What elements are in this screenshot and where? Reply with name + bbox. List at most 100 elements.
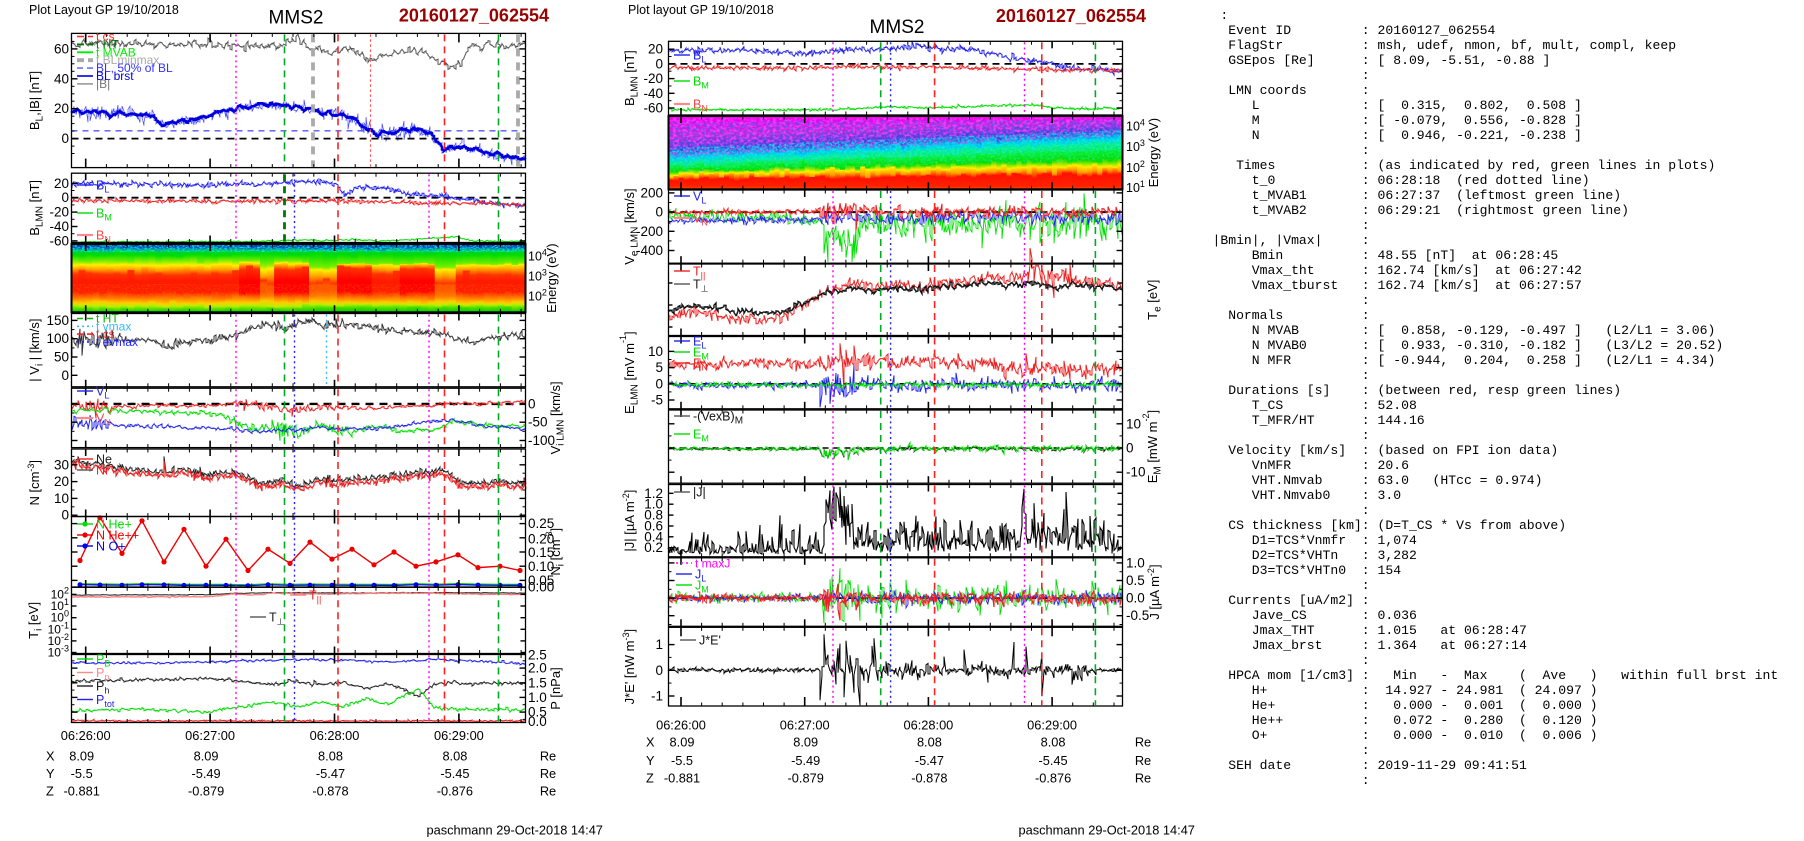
svg-text:20: 20 <box>648 42 663 57</box>
svg-text:Y: Y <box>46 766 55 781</box>
svg-text:20: 20 <box>54 474 69 489</box>
svg-text:-50: -50 <box>528 415 548 430</box>
svg-text:-5: -5 <box>651 393 663 408</box>
svg-text:0: 0 <box>61 508 69 523</box>
svg-text:N O+: N O+ <box>96 540 126 554</box>
svg-text:0.8: 0.8 <box>644 508 663 523</box>
svg-text:BL,|B| [nT]: BL,|B| [nT] <box>27 71 46 130</box>
svg-text:-0.878: -0.878 <box>312 783 348 798</box>
svg-text:1.0: 1.0 <box>1126 555 1145 570</box>
svg-text:0.0: 0.0 <box>528 714 547 729</box>
svg-text:Re: Re <box>540 766 556 781</box>
svg-text:10: 10 <box>648 344 663 359</box>
svg-text:Energy (eV): Energy (eV) <box>544 243 559 312</box>
svg-text:104: 104 <box>1126 118 1145 134</box>
svg-text:BLMN [nT]: BLMN [nT] <box>27 180 46 236</box>
svg-text:06:26:00: 06:26:00 <box>656 718 706 733</box>
svg-text:0.5: 0.5 <box>1126 573 1145 588</box>
svg-text:Re: Re <box>540 783 556 798</box>
svg-text:-0.878: -0.878 <box>911 771 947 786</box>
svg-text:-60: -60 <box>49 233 69 248</box>
svg-text:0.05: 0.05 <box>528 573 554 588</box>
svg-text:103: 103 <box>1126 138 1145 154</box>
svg-text:BM: BM <box>693 75 709 91</box>
svg-text:06:27:00: 06:27:00 <box>780 718 830 733</box>
svg-text:0: 0 <box>655 205 663 220</box>
svg-text:t cs: t cs <box>96 30 115 44</box>
svg-text:Y: Y <box>646 753 655 768</box>
svg-text:0: 0 <box>61 368 69 383</box>
svg-text:N He++: N He++ <box>96 529 139 543</box>
svg-text:X: X <box>46 749 55 764</box>
svg-text:|J|: |J| <box>693 486 706 500</box>
svg-text:-400: -400 <box>636 243 663 258</box>
svg-text:t HT: t HT <box>96 312 119 326</box>
svg-text:8.08: 8.08 <box>442 749 467 764</box>
svg-text:2.5: 2.5 <box>528 648 547 663</box>
svg-text:100: 100 <box>46 331 69 346</box>
svg-text:-1: -1 <box>651 689 663 704</box>
svg-text:Ni [cm-3]: Ni [cm-3] <box>544 528 567 576</box>
svg-text:0: 0 <box>655 663 663 678</box>
svg-text:30: 30 <box>54 457 69 472</box>
svg-text:MMS2: MMS2 <box>269 8 324 29</box>
svg-text:-0.879: -0.879 <box>788 771 824 786</box>
svg-text:-(VexB)M: -(VexB)M <box>693 410 743 427</box>
svg-text:8.09: 8.09 <box>69 749 94 764</box>
svg-text:50: 50 <box>54 350 69 365</box>
svg-text:20160127_062554: 20160127_062554 <box>996 6 1146 26</box>
svg-text:t evmax: t evmax <box>96 335 138 349</box>
svg-text:N [cm-3]: N [cm-3] <box>26 460 42 506</box>
svg-text:150: 150 <box>46 313 69 328</box>
svg-text:ELMN [mV m-1]: ELMN [mV m-1] <box>618 331 641 414</box>
svg-text:200: 200 <box>640 185 663 200</box>
svg-text:8.08: 8.08 <box>318 749 343 764</box>
svg-text:t cs: t cs <box>96 327 115 341</box>
svg-text:8.08: 8.08 <box>917 735 942 750</box>
svg-text:0: 0 <box>655 376 663 391</box>
svg-text:Re: Re <box>540 749 556 764</box>
svg-text:Re: Re <box>1135 753 1151 768</box>
svg-text:8.09: 8.09 <box>194 749 219 764</box>
svg-text:EM: EM <box>693 428 709 444</box>
svg-text:Te [eV]: Te [eV] <box>1145 280 1164 320</box>
svg-text:Plot Layout GP 19/10/2018: Plot Layout GP 19/10/2018 <box>29 3 179 17</box>
svg-text:-0.881: -0.881 <box>64 783 100 798</box>
svg-text:t BLminmax: t BLminmax <box>96 53 159 67</box>
svg-text:0: 0 <box>61 190 69 205</box>
svg-text:0.4: 0.4 <box>644 529 663 544</box>
svg-text:0: 0 <box>528 396 536 411</box>
svg-text:1: 1 <box>655 637 663 652</box>
svg-text:-5.5: -5.5 <box>71 766 93 781</box>
svg-text:10: 10 <box>54 491 69 506</box>
svg-text:0.25: 0.25 <box>528 516 554 531</box>
svg-text:t maxJ: t maxJ <box>695 557 730 571</box>
svg-text:Re: Re <box>1135 735 1151 750</box>
svg-text:06:29:00: 06:29:00 <box>1027 718 1077 733</box>
svg-text:-5.49: -5.49 <box>192 766 221 781</box>
svg-text:BL: BL <box>693 49 706 65</box>
svg-text:8.09: 8.09 <box>793 735 818 750</box>
svg-text:0: 0 <box>61 131 69 146</box>
svg-text:40: 40 <box>54 71 69 86</box>
svg-text:-5.45: -5.45 <box>1039 753 1068 768</box>
svg-text:60: 60 <box>54 41 69 56</box>
svg-text:-0.5: -0.5 <box>1126 608 1149 623</box>
svg-text:N He+: N He+ <box>96 518 132 532</box>
svg-text:VN: VN <box>96 412 111 428</box>
svg-text:101: 101 <box>1126 179 1145 195</box>
svg-text:5: 5 <box>655 360 663 375</box>
svg-text:Plot layout GP 19/10/2018: Plot layout GP 19/10/2018 <box>628 3 774 17</box>
svg-text:102: 102 <box>1126 159 1145 175</box>
svg-text:J [µA m-2]: J [µA m-2] <box>1146 564 1162 619</box>
svg-text:0.6: 0.6 <box>644 518 663 533</box>
svg-text:1.0: 1.0 <box>644 497 663 512</box>
svg-text:-20: -20 <box>643 71 663 86</box>
svg-text:Ti [eV]: Ti [eV] <box>26 602 45 639</box>
svg-text:VL: VL <box>693 190 706 206</box>
svg-text:| Vi | [km/s]: | Vi | [km/s] <box>27 319 46 382</box>
svg-text:X: X <box>646 735 655 750</box>
svg-text:-40: -40 <box>643 86 663 101</box>
svg-text:J*E': J*E' <box>699 634 721 648</box>
svg-text:-5.49: -5.49 <box>791 753 820 768</box>
